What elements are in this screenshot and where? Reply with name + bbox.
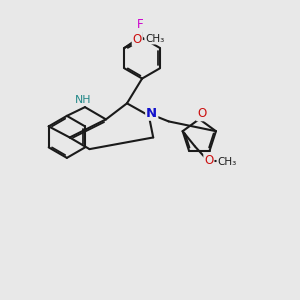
Text: NH: NH: [75, 95, 92, 105]
Text: O: O: [197, 107, 206, 120]
Text: CH₃: CH₃: [145, 34, 164, 44]
Text: CH₃: CH₃: [218, 157, 237, 166]
Text: O: O: [133, 33, 142, 46]
Text: N: N: [146, 107, 157, 120]
Text: O: O: [204, 154, 214, 167]
Text: F: F: [137, 18, 144, 31]
